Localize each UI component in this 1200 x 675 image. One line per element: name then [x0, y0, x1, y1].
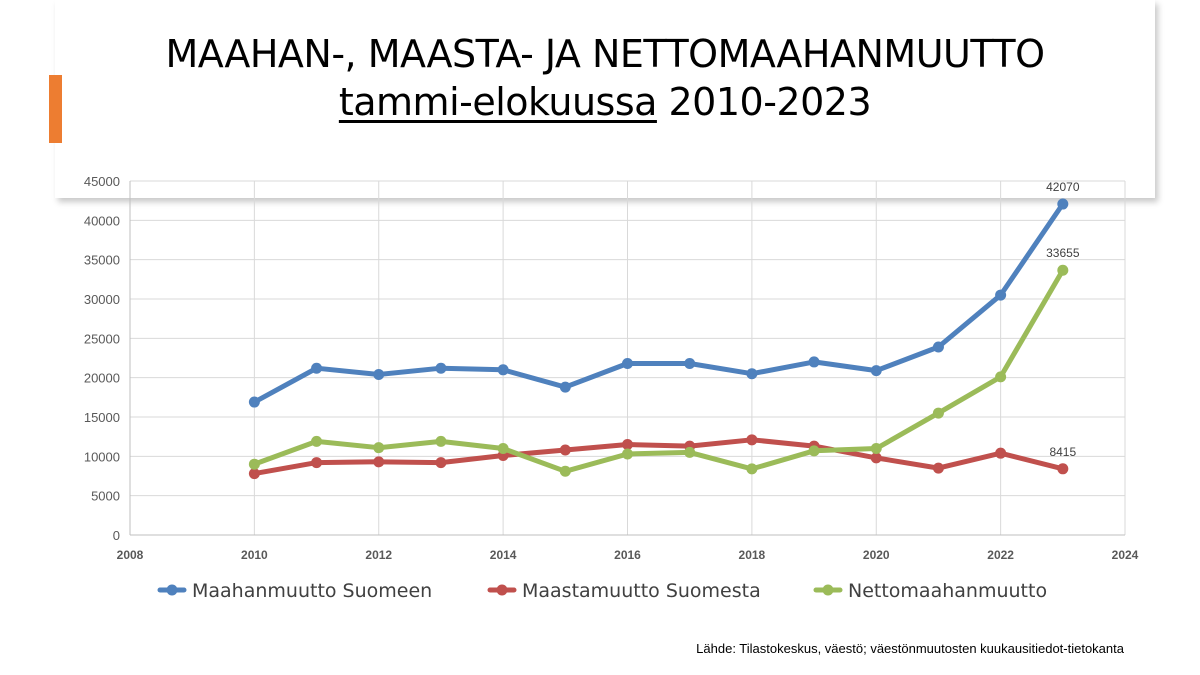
point-3-2023: [1057, 264, 1069, 276]
x-tick-label-2022: 2022: [987, 548, 1014, 562]
point-1-2015: [559, 381, 571, 393]
point-1-2012: [373, 369, 385, 381]
point-2-2023: [1057, 463, 1069, 475]
legend-label-1: Maahanmuutto Suomeen: [192, 580, 432, 602]
point-3-2022: [995, 371, 1007, 383]
x-tick-label-2014: 2014: [490, 548, 517, 562]
title-line-2: tammi-elokuussa 2010-2023: [55, 78, 1155, 126]
legend-swatch-marker-3: [822, 584, 834, 596]
chart-series: [248, 198, 1069, 480]
point-3-2021: [932, 407, 944, 419]
x-tick-label-2018: 2018: [739, 548, 766, 562]
x-tick-label-2008: 2008: [117, 548, 144, 562]
point-2-2016: [622, 439, 633, 451]
point-2-2011: [311, 457, 323, 469]
y-tick-label-15000: 15000: [84, 410, 120, 425]
chart-legend: Maahanmuutto Suomeen Maastamuutto Suomest…: [157, 580, 1047, 602]
point-1-2017: [684, 358, 696, 370]
x-tick-label-2024: 2024: [1112, 548, 1139, 562]
legend-item-1: Maahanmuutto Suomeen: [157, 580, 432, 602]
y-tick-label-0: 0: [113, 528, 120, 543]
point-3-2015: [559, 465, 571, 477]
point-3-2016: [622, 448, 633, 460]
point-1-2020: [870, 365, 882, 377]
title-line-1: MAAHAN-, MAASTA- JA NETTOMAAHANMUUTTO: [165, 32, 1046, 76]
point-1-2014: [497, 364, 509, 376]
y-tick-label-20000: 20000: [84, 371, 120, 386]
series-line-2: [251, 437, 1066, 477]
point-1-2010: [248, 396, 260, 408]
point-2-2021: [932, 462, 944, 474]
data-label-2-2023: 8415: [1049, 445, 1076, 459]
title-years: 2010-2023: [656, 80, 872, 124]
point-3-2011: [311, 435, 323, 447]
point-3-2020: [870, 442, 882, 454]
point-1-2022: [995, 289, 1007, 301]
point-2-2022: [995, 447, 1007, 459]
chart-axes: 0 5000 10000 15000 20000 25000 30000 35000 40000…: [84, 174, 1139, 562]
y-tick-label-35000: 35000: [84, 253, 120, 268]
y-tick-label-30000: 30000: [84, 292, 120, 307]
point-2-2018: [746, 434, 758, 446]
series-3: [248, 264, 1069, 477]
point-3-2012: [373, 442, 385, 454]
x-tick-label-2012: 2012: [365, 548, 392, 562]
legend-label-2: Maastamuutto Suomesta: [522, 580, 761, 602]
point-1-2011: [311, 362, 323, 374]
x-tick-label-2016: 2016: [614, 548, 641, 562]
series-line-3: [251, 267, 1066, 474]
point-2-2013: [435, 457, 447, 469]
point-3-2013: [435, 435, 447, 447]
data-label-1-2023: 42070: [1046, 180, 1080, 194]
chart-gridlines: [129, 180, 1126, 536]
point-3-2018: [746, 463, 758, 475]
legend-item-2: Maastamuutto Suomesta: [487, 580, 761, 602]
series-line-1: [251, 201, 1066, 405]
y-tick-label-5000: 5000: [91, 489, 120, 504]
legend-item-3: Nettomaahanmuutto: [813, 580, 1047, 602]
point-1-2013: [435, 362, 447, 374]
point-1-2023: [1057, 198, 1069, 210]
point-2-2015: [559, 444, 571, 456]
title-card: [55, 0, 1155, 198]
y-tick-label-10000: 10000: [84, 449, 120, 464]
slide-title: MAAHAN-, MAASTA- JA NETTOMAAHANMUUTTO ta…: [55, 30, 1155, 126]
point-2-2020: [870, 452, 882, 464]
legend-label-3: Nettomaahanmuutto: [848, 580, 1047, 602]
chart-data-labels: 42070 8415 33655: [1046, 180, 1080, 459]
y-tick-label-40000: 40000: [84, 213, 120, 228]
title-underlined-period: tammi-elokuussa: [338, 80, 658, 124]
point-3-2010: [248, 458, 260, 470]
point-3-2017: [684, 446, 696, 458]
data-label-3-2023: 33655: [1046, 246, 1080, 260]
point-1-2016: [622, 358, 633, 370]
point-2-2010: [248, 468, 260, 480]
y-tick-label-25000: 25000: [84, 331, 120, 346]
x-tick-label-2010: 2010: [241, 548, 268, 562]
point-1-2019: [808, 356, 820, 368]
series-1: [248, 198, 1069, 408]
x-tick-label-2020: 2020: [863, 548, 890, 562]
accent-bar: [49, 75, 62, 143]
point-3-2014: [497, 442, 509, 454]
point-1-2018: [746, 368, 758, 380]
point-1-2021: [932, 341, 944, 353]
source-note: Lähde: Tilastokeskus, väestö; väestönmuu…: [696, 641, 1124, 656]
point-2-2012: [373, 456, 385, 468]
legend-swatch-marker-2: [496, 584, 508, 596]
y-tick-label-45000: 45000: [84, 174, 120, 189]
point-3-2019: [808, 445, 820, 457]
legend-swatch-marker-1: [166, 584, 178, 596]
